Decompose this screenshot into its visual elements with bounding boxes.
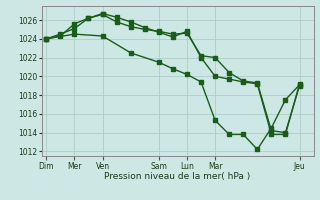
- X-axis label: Pression niveau de la mer( hPa ): Pression niveau de la mer( hPa ): [104, 172, 251, 181]
